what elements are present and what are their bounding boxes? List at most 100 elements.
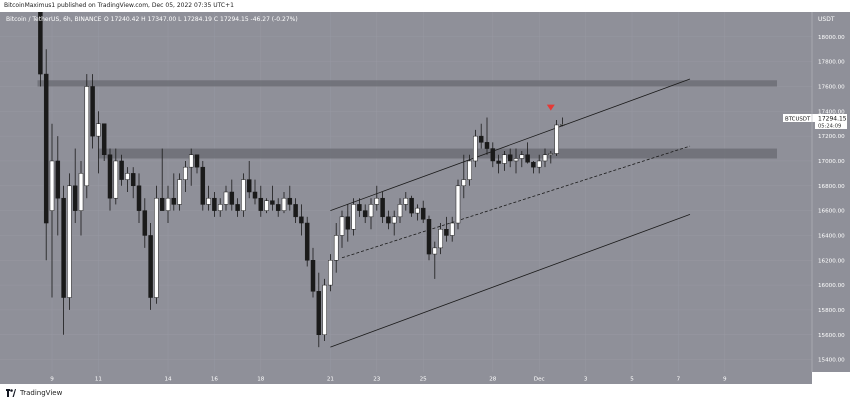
candle-body xyxy=(374,197,380,205)
candle-body xyxy=(420,207,426,220)
candle-body xyxy=(449,222,455,236)
candle-body xyxy=(206,197,211,205)
candle-body xyxy=(542,154,548,162)
candle-body xyxy=(165,197,171,211)
candle-body xyxy=(380,197,385,218)
y-tick-label: 15400.00 xyxy=(818,358,845,364)
resistance-zone xyxy=(37,80,777,87)
candle-body xyxy=(67,185,72,298)
candle-body xyxy=(148,235,153,298)
candle-body xyxy=(61,197,66,298)
candle-body xyxy=(368,204,374,218)
candle-body xyxy=(339,216,345,236)
time-axis[interactable] xyxy=(0,372,812,384)
y-tick-label: 16800.00 xyxy=(818,184,845,190)
candle-body xyxy=(351,204,356,230)
candle-body xyxy=(531,161,536,168)
candle-body xyxy=(426,219,432,255)
candle-body xyxy=(246,179,252,193)
candle-body xyxy=(55,160,61,199)
candle-body xyxy=(78,173,84,211)
candle-body xyxy=(171,197,177,205)
candle-body xyxy=(270,200,275,205)
channel-lower-line xyxy=(330,213,691,348)
candle-body xyxy=(275,204,281,211)
x-tick-label: 18 xyxy=(257,377,265,383)
channel-midline xyxy=(341,145,691,259)
candle-body xyxy=(513,158,519,162)
bearish-marker xyxy=(546,104,555,111)
candle-body xyxy=(438,228,443,249)
candle-body xyxy=(281,197,287,211)
candle-body xyxy=(107,154,113,199)
x-tick-label: Dec xyxy=(534,377,545,383)
candle-body xyxy=(258,197,264,211)
price-axis[interactable] xyxy=(812,12,850,372)
price-tag-symbol: BTCUSDT xyxy=(785,117,811,123)
candle-body xyxy=(525,154,530,163)
candle-body xyxy=(188,154,194,168)
candle-body xyxy=(200,166,206,205)
candle-body xyxy=(113,160,119,199)
candle-body xyxy=(345,216,351,230)
candle-body xyxy=(397,204,403,218)
footer: TradingView xyxy=(0,386,850,402)
candle-body xyxy=(72,185,78,211)
resistance-zones xyxy=(37,80,777,159)
y-tick-label: 15600.00 xyxy=(818,333,845,339)
candle-body xyxy=(101,123,107,156)
candle-body xyxy=(223,191,229,205)
candle-body xyxy=(444,228,449,236)
candle-body xyxy=(519,154,525,159)
candle-body xyxy=(322,284,327,336)
y-tick-label: 16200.00 xyxy=(818,258,845,264)
tradingview-logo-icon xyxy=(6,389,16,397)
x-tick-label: 9 xyxy=(723,377,727,383)
candle-body xyxy=(328,260,333,286)
sell-signal-arrow xyxy=(546,104,555,111)
candle-body xyxy=(299,216,304,224)
candle-body xyxy=(484,142,490,149)
ascending-channel xyxy=(330,78,691,348)
candle-body xyxy=(473,135,478,162)
candle-body xyxy=(496,160,501,164)
candlestick-chart[interactable]: 18000.00 17800.00 17600.00 17400.00 17200.00… xyxy=(0,12,850,384)
candle-body xyxy=(194,154,200,168)
resistance-zone xyxy=(98,148,777,159)
candle-body xyxy=(183,166,188,180)
x-tick-label: 9 xyxy=(50,377,54,383)
y-tick-label: 16600.00 xyxy=(818,209,845,215)
price-tag-countdown: 05:24:09 xyxy=(818,124,841,130)
candle-body xyxy=(455,185,461,224)
candle-body xyxy=(357,204,362,211)
x-tick-label: 5 xyxy=(630,377,634,383)
candles xyxy=(38,12,565,348)
x-tick-label: 11 xyxy=(95,377,103,383)
y-tick-label: 17000.00 xyxy=(818,159,845,165)
y-tick-labels: 18000.00 17800.00 17600.00 17400.00 17200.00… xyxy=(818,35,845,364)
candle-body xyxy=(38,12,43,75)
y-tick-label: 17800.00 xyxy=(818,60,845,66)
candle-body xyxy=(212,197,217,211)
axis-unit-label: USDT xyxy=(818,16,835,23)
candle-body xyxy=(310,260,316,292)
candle-body xyxy=(507,154,513,162)
candle-body xyxy=(235,204,240,211)
candle-body xyxy=(287,197,293,205)
candle-body xyxy=(362,210,368,218)
candle-body xyxy=(154,197,159,298)
candle-body xyxy=(536,160,542,168)
price-tag-price: 17294.15 xyxy=(818,116,847,123)
candle-body xyxy=(159,197,165,211)
y-tick-label: 17400.00 xyxy=(818,109,845,115)
candle-body xyxy=(333,235,339,261)
candle-body xyxy=(96,123,101,137)
candle-body xyxy=(229,191,235,205)
legend-symbol: Bitcoin / TetherUS, 6h, BINANCE xyxy=(6,16,102,23)
candle-body xyxy=(432,247,438,255)
candle-body xyxy=(415,207,420,214)
candle-body xyxy=(125,173,130,180)
x-tick-label: 14 xyxy=(164,377,172,383)
candle-body xyxy=(403,197,409,205)
y-tick-label: 15800.00 xyxy=(818,308,845,314)
